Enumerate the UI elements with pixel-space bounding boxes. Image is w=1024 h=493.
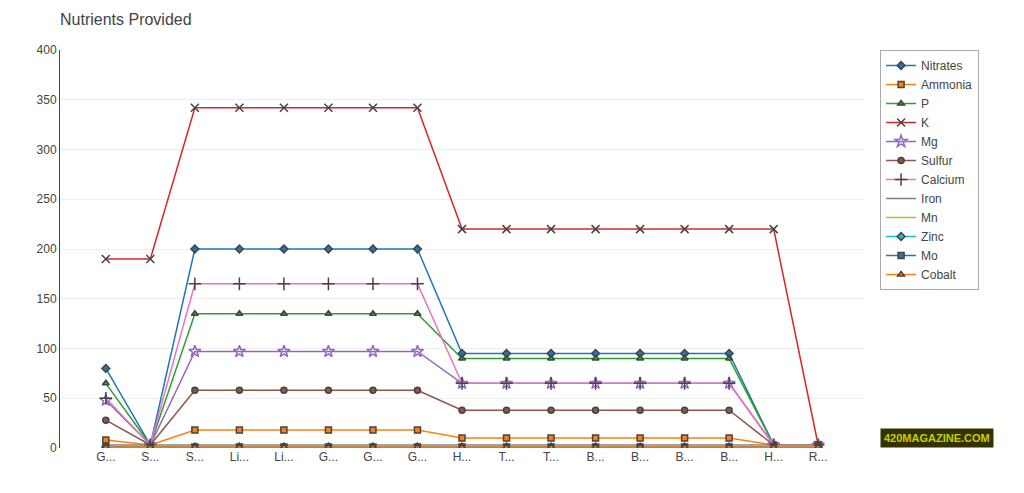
svg-text:300: 300: [37, 143, 57, 157]
svg-text:Nutrients Provided: Nutrients Provided: [60, 11, 192, 28]
svg-text:Sulfur: Sulfur: [921, 154, 952, 168]
svg-text:P: P: [921, 97, 929, 111]
svg-text:B...: B...: [720, 450, 738, 464]
svg-text:Calcium: Calcium: [921, 173, 964, 187]
svg-text:250: 250: [37, 192, 57, 206]
svg-text:H...: H...: [453, 450, 472, 464]
svg-text:Mg: Mg: [921, 135, 938, 149]
svg-text:50: 50: [43, 391, 57, 405]
svg-text:T...: T...: [543, 450, 559, 464]
svg-text:R...: R...: [809, 450, 828, 464]
svg-text:Mo: Mo: [921, 249, 938, 263]
svg-text:350: 350: [37, 93, 57, 107]
svg-text:B...: B...: [676, 450, 694, 464]
svg-text:400: 400: [37, 43, 57, 57]
svg-text:G...: G...: [319, 450, 338, 464]
svg-text:K: K: [921, 116, 929, 130]
svg-text:0: 0: [50, 441, 57, 455]
svg-text:Ammonia: Ammonia: [921, 78, 972, 92]
svg-text:Li...: Li...: [274, 450, 293, 464]
svg-text:H...: H...: [764, 450, 783, 464]
svg-text:S...: S...: [141, 450, 159, 464]
svg-text:G...: G...: [363, 450, 382, 464]
svg-text:Nitrates: Nitrates: [921, 59, 962, 73]
svg-text:G...: G...: [96, 450, 115, 464]
svg-text:B...: B...: [631, 450, 649, 464]
svg-text:420MAGAZINE.COM: 420MAGAZINE.COM: [884, 432, 990, 444]
svg-text:G...: G...: [408, 450, 427, 464]
svg-text:Li...: Li...: [230, 450, 249, 464]
svg-text:200: 200: [37, 242, 57, 256]
svg-text:Mn: Mn: [921, 211, 938, 225]
svg-text:Zinc: Zinc: [921, 230, 944, 244]
svg-text:B...: B...: [587, 450, 605, 464]
svg-text:100: 100: [37, 342, 57, 356]
svg-text:S...: S...: [186, 450, 204, 464]
svg-text:T...: T...: [499, 450, 515, 464]
svg-text:Iron: Iron: [921, 192, 942, 206]
svg-text:150: 150: [37, 292, 57, 306]
svg-text:Cobalt: Cobalt: [921, 268, 956, 282]
